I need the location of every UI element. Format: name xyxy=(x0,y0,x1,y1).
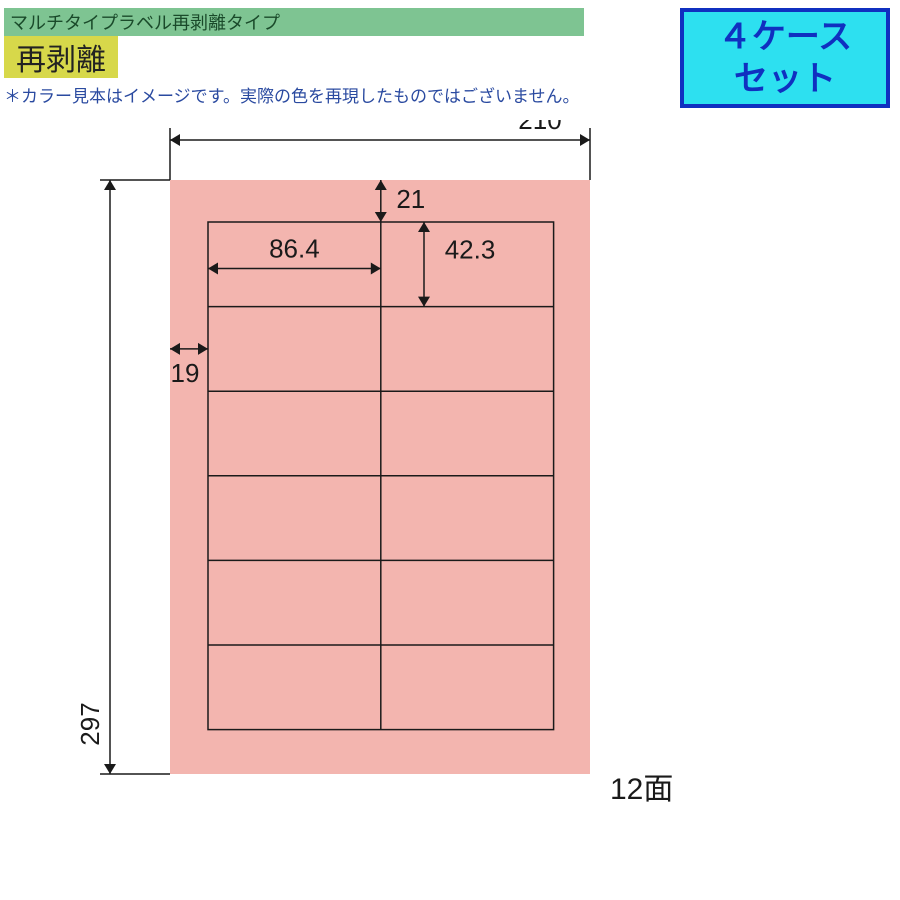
header-strip-text: マルチタイプラベル再剥離タイプ xyxy=(10,9,280,35)
svg-text:42.3: 42.3 xyxy=(445,234,496,264)
case-set-badge: ４ケース セット xyxy=(680,8,890,108)
svg-text:19: 19 xyxy=(171,358,200,388)
header-strip: マルチタイプラベル再剥離タイプ xyxy=(4,8,584,36)
sub-badge: 再剥離 xyxy=(4,36,118,78)
case-badge-line2: セット xyxy=(734,58,836,101)
label-sheet-diagram: 210 297 21 19 86.4 42.3 12面 xyxy=(60,120,840,880)
sub-badge-text: 再剥離 xyxy=(16,35,106,79)
faces-count-label: 12面 xyxy=(610,764,673,808)
diagram-svg: 210 297 21 19 86.4 42.3 xyxy=(60,120,840,880)
svg-text:86.4: 86.4 xyxy=(269,233,320,263)
svg-text:297: 297 xyxy=(75,702,105,745)
svg-text:210: 210 xyxy=(518,120,561,135)
svg-text:21: 21 xyxy=(396,184,425,214)
disclaimer-text: ＊カラー見本はイメージです。実際の色を再現したものではございません。 xyxy=(4,82,579,107)
case-badge-line1: ４ケース xyxy=(718,16,852,59)
